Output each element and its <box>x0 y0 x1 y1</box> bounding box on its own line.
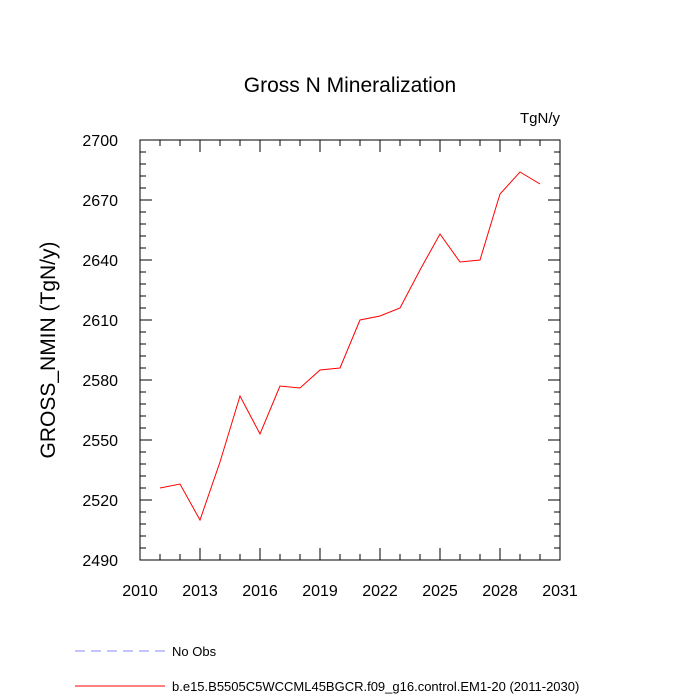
x-tick-label: 2010 <box>122 583 158 600</box>
units-label: TgN/y <box>520 110 561 127</box>
axis-ticks: 2010 2013 2016 2019 2022 2025 2028 2031 2490 2520… <box>82 133 577 600</box>
series-line <box>159 171 541 522</box>
legend: No Obs b.e15.B5505C5WCCML45BGCR.f09_g16.c… <box>75 644 579 694</box>
y-tick-label: 2520 <box>82 493 118 510</box>
y-tick-label: 2610 <box>82 313 118 330</box>
y-tick-label: 2490 <box>82 553 118 570</box>
x-tick-label: 2022 <box>362 583 398 600</box>
y-axis-label: GROSS_NMIN (TgN/y) <box>37 241 60 458</box>
series-group <box>159 171 541 522</box>
x-tick-label: 2028 <box>482 583 518 600</box>
x-tick-label: 2019 <box>302 583 338 600</box>
x-tick-label: 2013 <box>182 583 218 600</box>
legend-label: No Obs <box>172 644 217 659</box>
y-tick-label: 2700 <box>82 133 118 150</box>
y-tick-label: 2670 <box>82 193 118 210</box>
x-tick-label: 2031 <box>542 583 578 600</box>
plot-frame <box>139 139 561 561</box>
y-tick-label: 2550 <box>82 433 118 450</box>
y-tick-label: 2640 <box>82 253 118 270</box>
y-tick-label: 2580 <box>82 373 118 390</box>
x-tick-label: 2025 <box>422 583 458 600</box>
x-tick-label: 2016 <box>242 583 278 600</box>
legend-label: b.e15.B5505C5WCCML45BGCR.f09_g16.control… <box>172 679 579 694</box>
chart-title: Gross N Mineralization <box>244 74 456 97</box>
